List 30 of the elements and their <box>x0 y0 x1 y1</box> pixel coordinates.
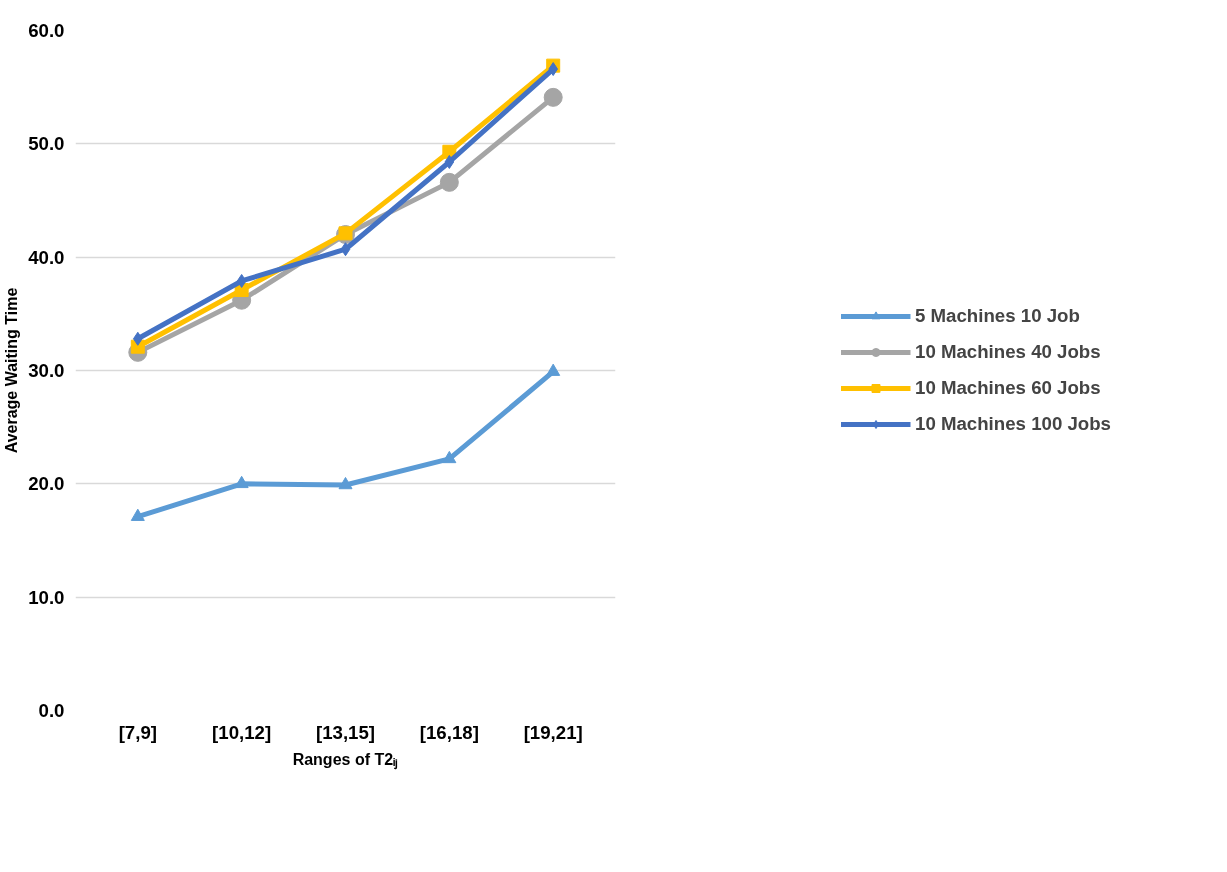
x-tick-label: [16,18] <box>419 721 479 743</box>
point <box>439 172 459 192</box>
point <box>130 508 145 521</box>
y-tick-label: 30.0 <box>28 360 65 381</box>
y-tick-label: 0.0 <box>38 700 65 721</box>
point <box>546 363 561 376</box>
y-tick-label: 60.0 <box>28 20 65 41</box>
y-tick-label: 10.0 <box>28 586 65 608</box>
point <box>234 475 249 489</box>
x-tick-label: [10,12] <box>212 721 272 743</box>
point <box>338 476 353 490</box>
point <box>236 273 247 288</box>
legend-label: 5 Machines 10 Job <box>915 305 1080 327</box>
legend-label: 10 Machines 40 Jobs <box>915 341 1101 363</box>
x-axis-title: Ranges of T2ᵢⱼ <box>292 750 399 770</box>
x-tick-label: [7,9] <box>118 721 157 743</box>
point <box>548 62 559 77</box>
point <box>340 242 351 257</box>
point <box>444 154 455 169</box>
x-tick-label: [19,21] <box>523 721 583 743</box>
point <box>132 331 143 346</box>
point <box>442 450 457 464</box>
y-axis-title: Average Waiting Time <box>3 287 21 454</box>
legend-label: 10 Machines 100 Jobs <box>915 413 1111 435</box>
y-tick-label: 40.0 <box>28 246 65 268</box>
legend-label: 10 Machines 60 Jobs <box>915 377 1101 399</box>
y-tick-label: 20.0 <box>28 473 65 495</box>
point <box>543 87 563 107</box>
x-tick-label: [13,15] <box>315 721 376 743</box>
y-tick-label: 50.0 <box>28 133 65 155</box>
